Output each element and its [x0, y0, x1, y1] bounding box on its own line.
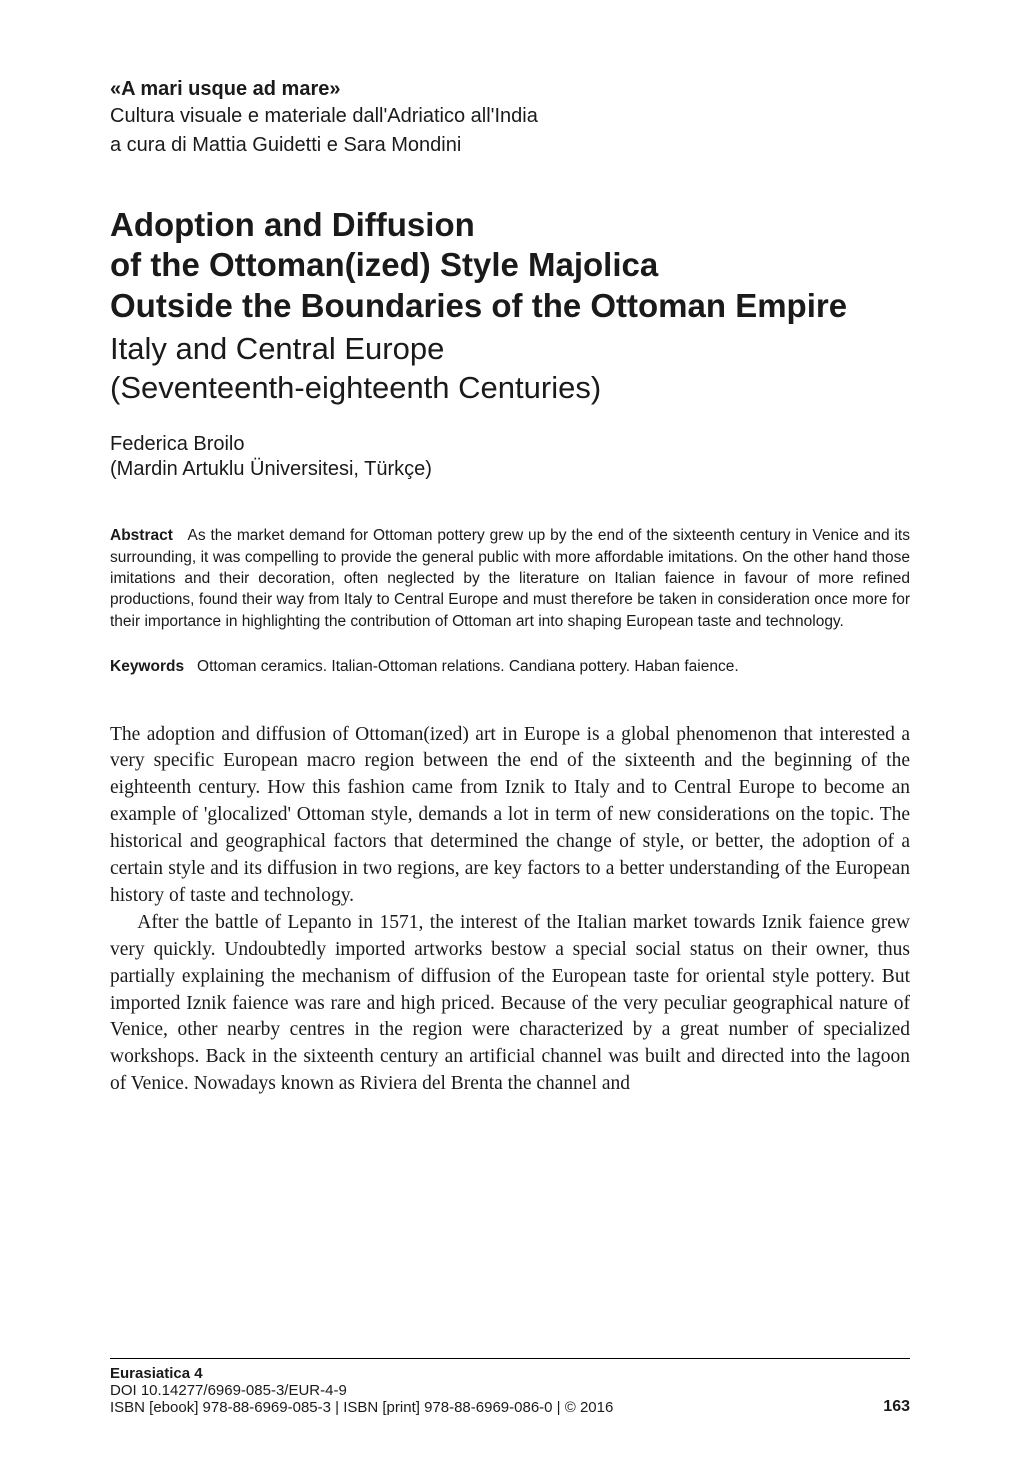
body-text: The adoption and diffusion of Ottoman(iz… [110, 722, 910, 1099]
title-line-2: of the Ottoman(ized) Style Majolica [110, 246, 658, 283]
subtitle-line-1: Italy and Central Europe [110, 331, 444, 366]
subtitle-line-2: (Seventeenth-eighteenth Centuries) [110, 370, 601, 405]
article-subtitle: Italy and Central Europe (Seventeenth-ei… [110, 330, 910, 408]
series-title: «A mari usque ad mare» [110, 78, 910, 101]
abstract-text: As the market demand for Ottoman pottery… [110, 527, 910, 630]
footer-series: Eurasiatica 4 [110, 1365, 910, 1382]
article-title: Adoption and Diffusion of the Ottoman(iz… [110, 205, 910, 326]
author-affiliation: (Mardin Artuklu Üniversitesi, Türkçe) [110, 458, 910, 481]
title-line-3: Outside the Boundaries of the Ottoman Em… [110, 287, 847, 324]
series-subtitle: Cultura visuale e materiale dall'Adriati… [110, 105, 910, 128]
editors-line: a cura di Mattia Guidetti e Sara Mondini [110, 134, 910, 157]
page-number: 163 [883, 1398, 910, 1416]
title-line-1: Adoption and Diffusion [110, 206, 475, 243]
abstract-label: Abstract [110, 527, 173, 544]
keywords-text: Ottoman ceramics. Italian-Ottoman relati… [197, 658, 739, 675]
body-paragraph-1: The adoption and diffusion of Ottoman(iz… [110, 722, 910, 910]
footer-isbn: ISBN [ebook] 978-88-6969-085-3 | ISBN [p… [110, 1399, 910, 1416]
author-name: Federica Broilo [110, 431, 910, 458]
footer: Eurasiatica 4 DOI 10.14277/6969-085-3/EU… [110, 1358, 910, 1416]
body-paragraph-2: After the battle of Lepanto in 1571, the… [110, 910, 910, 1098]
footer-doi: DOI 10.14277/6969-085-3/EUR-4-9 [110, 1382, 910, 1399]
keywords-block: Keywords Ottoman ceramics. Italian-Ottom… [110, 656, 910, 677]
abstract-block: Abstract As the market demand for Ottoma… [110, 525, 910, 632]
keywords-label: Keywords [110, 658, 184, 675]
